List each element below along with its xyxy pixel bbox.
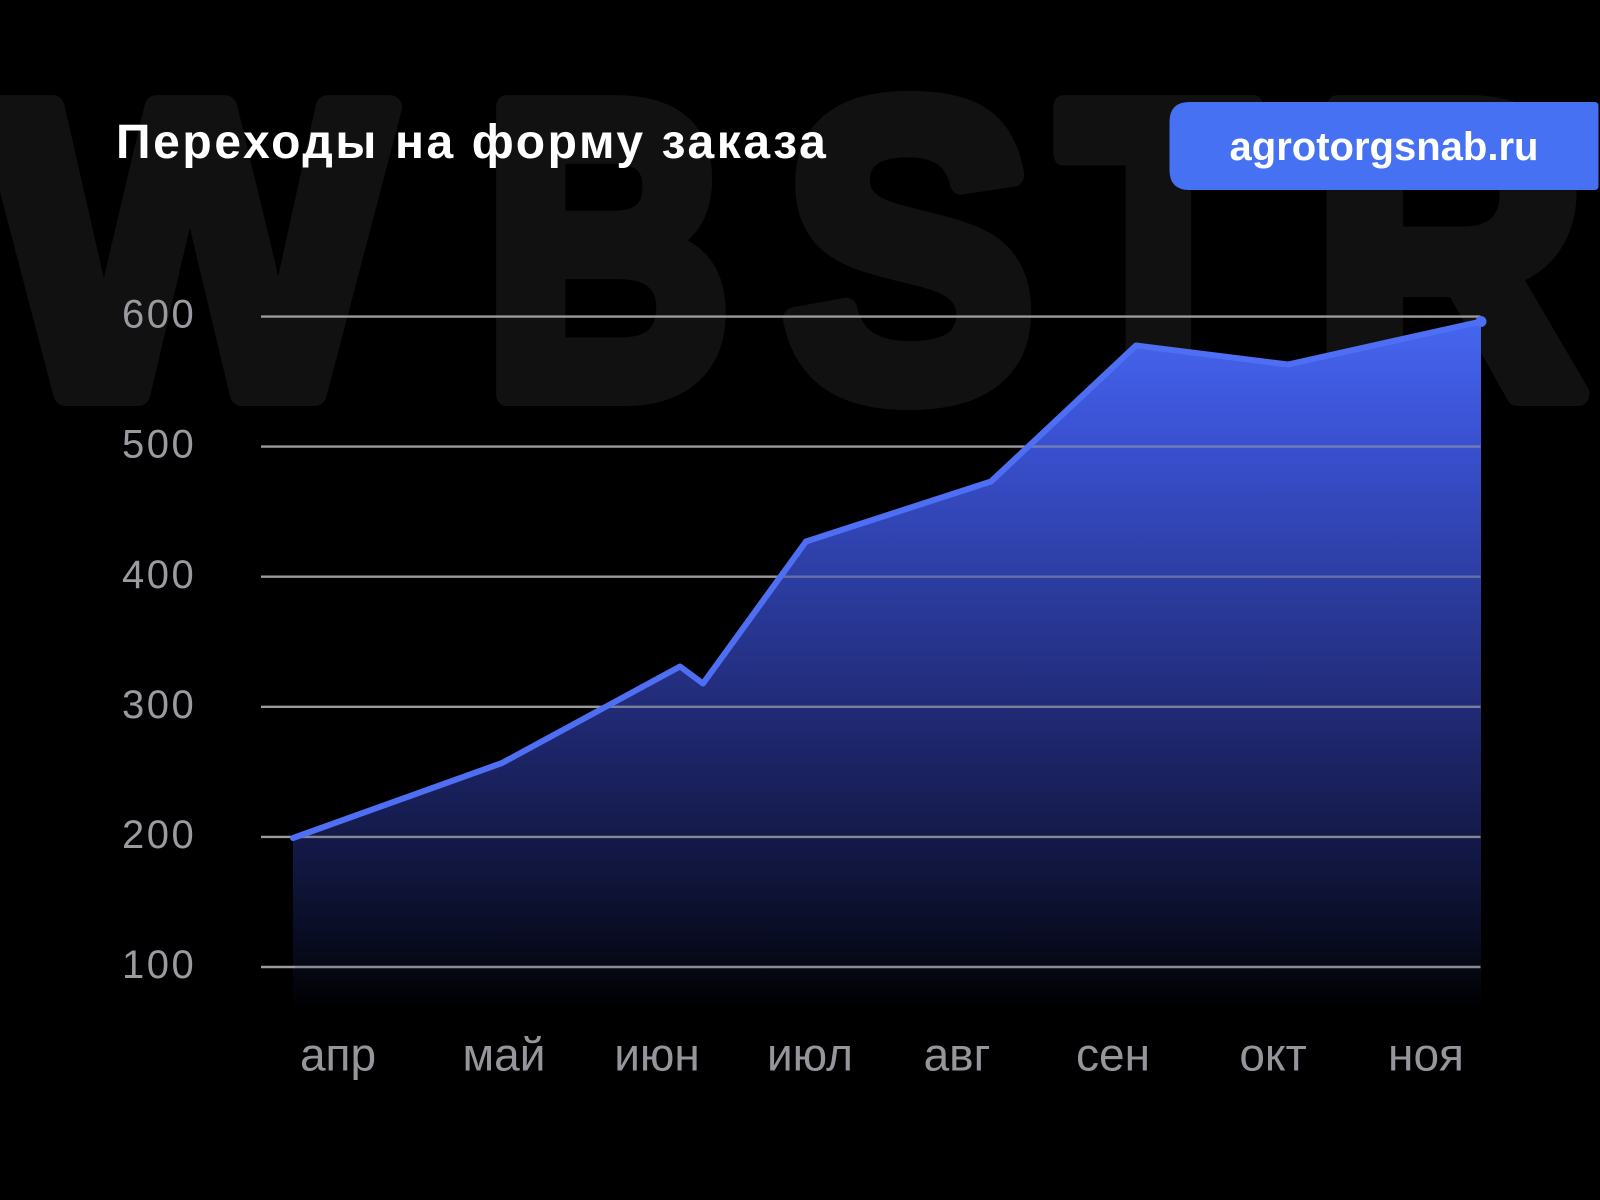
svg-text:300: 300 [122, 683, 196, 727]
svg-text:S: S [783, 18, 1035, 483]
svg-text:500: 500 [122, 423, 196, 467]
svg-text:100: 100 [122, 943, 196, 987]
svg-text:agrotorgsnab.ru: agrotorgsnab.ru [1230, 125, 1539, 169]
svg-text:B: B [483, 18, 731, 484]
svg-text:W: W [0, 17, 394, 483]
svg-text:июн: июн [614, 1029, 700, 1081]
svg-text:400: 400 [122, 553, 196, 597]
svg-text:июл: июл [767, 1029, 853, 1081]
svg-text:сен: сен [1076, 1029, 1150, 1081]
svg-text:Переходы на форму заказа: Переходы на форму заказа [116, 116, 828, 169]
svg-text:600: 600 [122, 293, 196, 337]
svg-text:май: май [463, 1029, 546, 1081]
svg-text:ноя: ноя [1388, 1029, 1464, 1081]
svg-text:авг: авг [924, 1029, 991, 1081]
svg-text:апр: апр [300, 1029, 376, 1081]
svg-text:200: 200 [122, 813, 196, 857]
svg-text:окт: окт [1239, 1029, 1306, 1081]
